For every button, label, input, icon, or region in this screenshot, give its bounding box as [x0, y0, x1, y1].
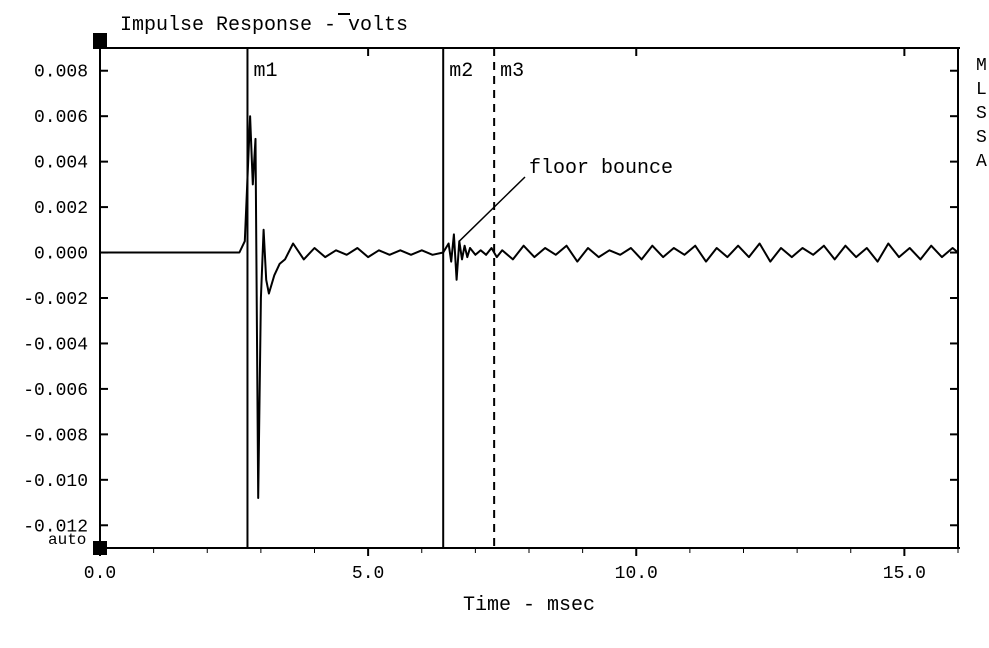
- y-tick-label: 0.008: [34, 63, 88, 83]
- y-tick-label: -0.006: [23, 381, 88, 401]
- side-label-char: A: [976, 152, 987, 172]
- x-tick-label: 10.0: [615, 564, 658, 584]
- corner-square: [93, 33, 107, 47]
- y-tick-label: 0.006: [34, 108, 88, 128]
- y-tick-label: 0.000: [34, 245, 88, 265]
- y-tick-label: 0.002: [34, 199, 88, 219]
- x-tick-label: 5.0: [352, 564, 384, 584]
- marker-label-m1: m1: [253, 60, 277, 83]
- x-tick-label: 15.0: [883, 564, 926, 584]
- y-tick-label: -0.008: [23, 426, 88, 446]
- x-tick-label: 0.0: [84, 564, 116, 584]
- marker-label-m2: m2: [449, 60, 473, 83]
- y-tick-label: -0.010: [23, 472, 88, 492]
- side-label-char: S: [976, 128, 987, 148]
- auto-label: auto: [48, 531, 86, 549]
- chart-title: Impulse Response - volts: [120, 14, 408, 37]
- x-axis-label: Time - msec: [463, 594, 595, 617]
- marker-label-m3: m3: [500, 60, 524, 83]
- side-label-char: S: [976, 104, 987, 124]
- chart-svg: -0.012-0.010-0.008-0.006-0.004-0.0020.00…: [0, 0, 989, 648]
- y-tick-label: 0.004: [34, 154, 88, 174]
- y-tick-label: -0.004: [23, 335, 88, 355]
- side-label-char: M: [976, 56, 987, 76]
- side-label-char: L: [976, 80, 987, 100]
- y-tick-label: -0.002: [23, 290, 88, 310]
- impulse-response-chart: -0.012-0.010-0.008-0.006-0.004-0.0020.00…: [0, 0, 989, 648]
- annotation-label: floor bounce: [529, 157, 673, 180]
